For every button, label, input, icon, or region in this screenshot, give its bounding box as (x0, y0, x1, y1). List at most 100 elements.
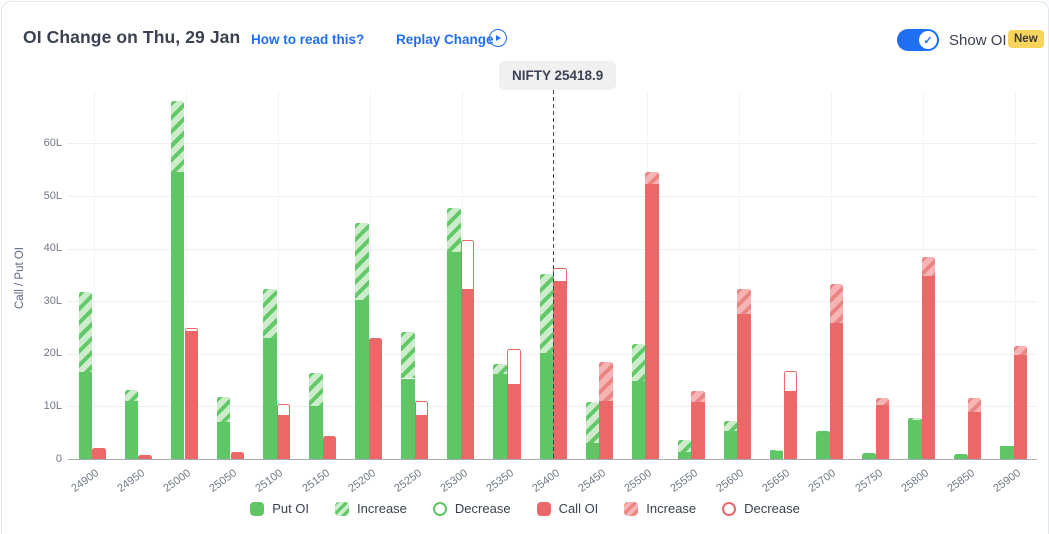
put-oi-bar-solid[interactable] (493, 373, 507, 459)
legend-item-label: Put OI (272, 501, 310, 516)
put-oi-bar-solid[interactable] (816, 430, 830, 459)
put-oi-bar-solid[interactable] (263, 338, 277, 459)
call-oi-bar-increase[interactable] (691, 390, 705, 402)
x-axis-strike-label: 25650 (760, 467, 793, 495)
put-oi-bar-increase[interactable] (401, 331, 415, 379)
put-oi-bar-solid[interactable] (677, 451, 692, 459)
call-oi-bar-solid[interactable] (829, 322, 844, 459)
put-oi-bar-increase[interactable] (124, 389, 139, 402)
how-to-read-link[interactable]: How to read this? (251, 32, 365, 47)
put-oi-bar-increase[interactable] (1000, 445, 1014, 447)
call-oi-bar-increase[interactable] (829, 284, 844, 323)
put-oi-bar-solid[interactable] (447, 252, 461, 459)
call-oi-bar-solid[interactable] (507, 384, 521, 459)
call-oi-bar-solid[interactable] (460, 289, 475, 459)
put-oi-bar-increase[interactable] (78, 291, 93, 373)
put-oi-bar-solid[interactable] (355, 299, 369, 459)
put-oi-bar-solid[interactable] (539, 353, 554, 459)
call-oi-bar-decrease[interactable] (184, 327, 199, 331)
call-oi-bar-solid[interactable] (875, 404, 890, 459)
put-oi-bar-increase[interactable] (263, 288, 277, 338)
call-oi-bar-increase[interactable] (737, 289, 751, 315)
call-oi-bar-solid[interactable] (322, 436, 337, 459)
call-oi-bar-solid[interactable] (184, 330, 199, 459)
put-oi-bar-increase[interactable] (723, 420, 738, 431)
call-oi-bar-increase[interactable] (967, 397, 982, 413)
x-axis-strike-label: 25750 (852, 467, 885, 495)
call-oi-bar-solid[interactable] (737, 314, 751, 460)
call-oi-bar-solid[interactable] (921, 276, 936, 459)
show-oi-toggle[interactable]: ✓ (897, 29, 939, 51)
put-oi-bar-increase[interactable] (677, 439, 692, 452)
call-oi-bar-decrease[interactable] (460, 240, 475, 290)
put-oi-bar-solid[interactable] (585, 443, 600, 459)
call-oi-bar-increase[interactable] (645, 171, 659, 185)
call-oi-bar-increase[interactable] (875, 397, 890, 405)
replay-change-link[interactable]: Replay Change (396, 32, 494, 47)
call-oi-bar-solid[interactable] (1013, 355, 1028, 459)
put-oi-bar-increase[interactable] (355, 223, 369, 300)
x-gridline (738, 92, 740, 459)
call-oi-bar-solid[interactable] (783, 391, 798, 459)
put-oi-bar-increase[interactable] (585, 402, 600, 444)
put-oi-bar-solid[interactable] (1000, 446, 1014, 459)
put-oi-bar-solid[interactable] (216, 422, 231, 459)
put-oi-bar-solid[interactable] (769, 451, 784, 459)
put-oi-bar-increase[interactable] (493, 363, 507, 374)
put-oi-bar-increase[interactable] (216, 396, 231, 423)
x-axis-strike-label: 25300 (438, 467, 470, 495)
legend-item-put-solid[interactable]: Put OI (250, 501, 309, 516)
call-oi-bar-decrease[interactable] (414, 400, 429, 416)
call-oi-bar-solid[interactable] (92, 448, 106, 459)
x-axis-line (68, 458, 1037, 460)
put-oi-bar-increase[interactable] (769, 449, 784, 452)
put-oi-bar-solid[interactable] (954, 453, 968, 459)
call-oi-bar-increase[interactable] (1013, 345, 1028, 356)
put-oi-bar-solid[interactable] (78, 372, 93, 459)
call-oi-bar-increase[interactable] (921, 257, 936, 276)
legend-item-label: Decrease (744, 501, 800, 516)
x-axis-strike-label: 25200 (345, 467, 378, 495)
call-oi-bar-decrease[interactable] (783, 371, 798, 392)
call-oi-bar-decrease[interactable] (553, 268, 567, 282)
put-oi-bar-solid[interactable] (862, 453, 876, 459)
put-oi-bar-solid[interactable] (908, 419, 922, 459)
put-solid-swatch-icon (250, 501, 265, 516)
put-oi-bar-solid[interactable] (631, 381, 646, 459)
call-oi-bar-decrease[interactable] (507, 348, 521, 385)
put-oi-bar-solid[interactable] (124, 401, 139, 459)
call-oi-bar-solid[interactable] (967, 412, 982, 459)
put-oi-bar-increase[interactable] (447, 207, 461, 253)
call-oi-bar-solid[interactable] (691, 401, 705, 459)
call-oi-bar-solid[interactable] (553, 281, 567, 459)
put-oi-bar-increase[interactable] (309, 372, 323, 407)
call-oi-bar-solid[interactable] (276, 415, 291, 459)
put-oi-bar-increase[interactable] (539, 273, 554, 354)
call-oi-bar-solid[interactable] (138, 454, 152, 459)
put-oi-bar-increase[interactable] (908, 418, 922, 420)
put-oi-bar-solid[interactable] (309, 406, 323, 459)
replay-play-icon[interactable] (489, 29, 507, 47)
new-badge: New (1008, 30, 1044, 48)
call-oi-bar-solid[interactable] (230, 451, 245, 459)
legend-item-call-increase[interactable]: Increase (624, 501, 696, 516)
x-axis-strike-label: 25550 (668, 467, 701, 495)
call-oi-bar-increase[interactable] (599, 362, 613, 402)
call-oi-bar-decrease[interactable] (276, 403, 291, 416)
call-oi-bar-solid[interactable] (368, 338, 383, 459)
put-oi-bar-increase[interactable] (631, 343, 646, 382)
legend-item-put-decrease[interactable]: Decrease (432, 501, 511, 516)
y-axis-tick-label: 20L (43, 347, 62, 360)
put-oi-bar-increase[interactable] (170, 101, 185, 173)
legend-item-put-increase[interactable]: Increase (335, 501, 407, 516)
call-oi-bar-solid[interactable] (599, 401, 613, 459)
put-oi-bar-solid[interactable] (401, 378, 415, 459)
call-oi-bar-solid[interactable] (645, 184, 659, 459)
call-oi-bar-solid[interactable] (414, 415, 429, 459)
legend-item-call-decrease[interactable]: Decrease (722, 501, 800, 516)
put-oi-bar-solid[interactable] (170, 172, 185, 459)
call-increase-swatch-icon (624, 501, 639, 516)
legend-item-call-solid[interactable]: Call OI (536, 501, 598, 516)
put-oi-bar-solid[interactable] (723, 430, 738, 459)
